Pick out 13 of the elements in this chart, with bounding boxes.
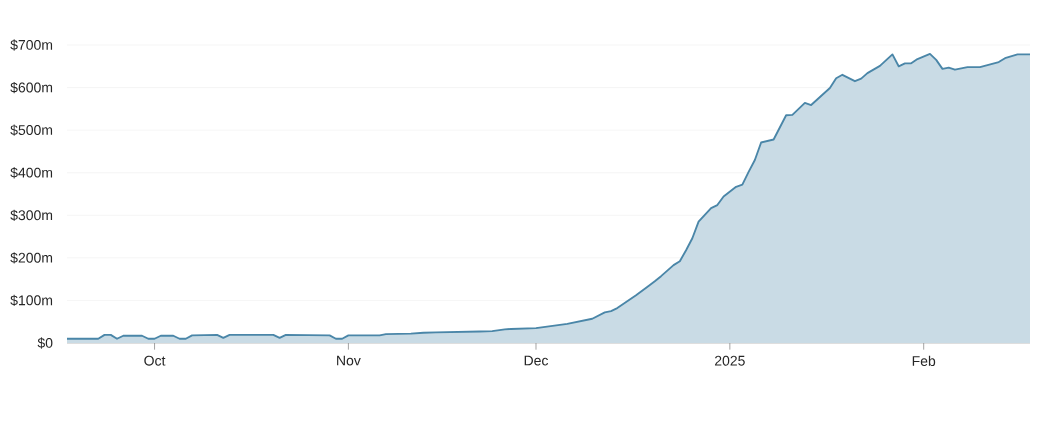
y-tick-label: $200m xyxy=(10,252,53,264)
y-tick-label: $400m xyxy=(10,167,53,179)
y-tick-label: $600m xyxy=(10,81,53,94)
y-tick-label: $700m xyxy=(10,39,53,51)
y-tick-label: $300m xyxy=(10,209,53,221)
x-tick-label: Nov xyxy=(337,355,361,366)
y-tick-label: $500m xyxy=(10,124,53,136)
x-tick-label: Oct xyxy=(144,355,166,366)
y-tick-label: $0 xyxy=(37,337,53,349)
x-tick-label: 2025 xyxy=(714,355,745,366)
y-tick-label: $100m xyxy=(10,294,53,307)
x-tick-label: Feb xyxy=(912,355,936,366)
x-tick-label: Dec xyxy=(524,355,549,366)
